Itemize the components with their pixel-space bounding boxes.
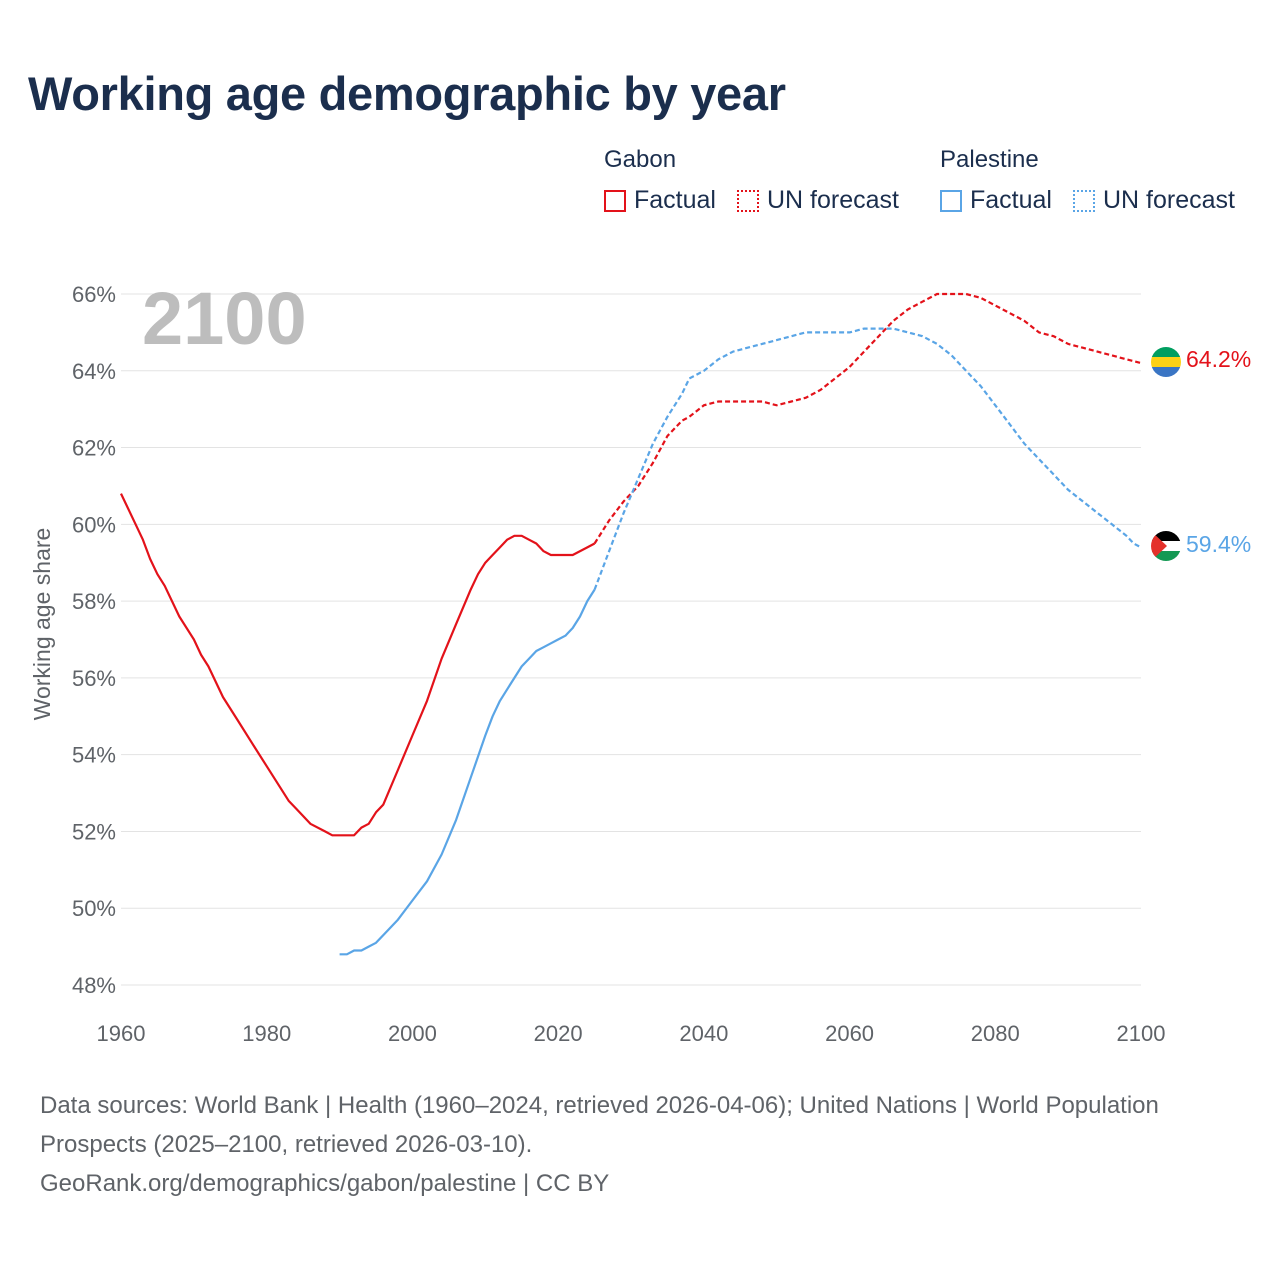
page-title: Working age demographic by year [28, 67, 786, 120]
legend-palestine-factual[interactable]: Factual [940, 186, 1052, 215]
y-tick-label: 58% [72, 589, 116, 614]
end-label-gabon: 64.2% [1186, 346, 1251, 372]
x-tick-label: 2060 [825, 1021, 874, 1046]
y-tick-label: 52% [72, 819, 116, 844]
legend-label: Factual [970, 186, 1052, 214]
x-tick-label: 2100 [1117, 1021, 1166, 1046]
legend-dotted-swatch-icon [1073, 189, 1095, 212]
legend-gabon-forecast[interactable]: UN forecast [737, 186, 899, 215]
legend-gabon-factual[interactable]: Factual [604, 186, 716, 215]
y-tick-label: 64% [72, 359, 116, 384]
line-chart: 48% 50% 52% 54% 56% 58% 60% 62% 64% 66% 1960 1980 2… [29, 277, 1251, 1046]
year-label: 2100 [142, 277, 307, 360]
legend-label: Factual [634, 186, 716, 214]
source-link[interactable]: GeoRank.org/demographics/gabon/palestine… [40, 1170, 610, 1197]
legend-dotted-swatch-icon [737, 189, 759, 212]
source-line: Data sources: World Bank | Health (1960–… [40, 1092, 1159, 1158]
palestine-factual-line [339, 589, 596, 956]
legend-solid-swatch-icon [604, 189, 626, 212]
gabon-forecast-line [593, 292, 1142, 545]
y-tick-label: 48% [72, 973, 116, 998]
legend-group-palestine: Palestine [940, 146, 1039, 173]
y-tick-label: 50% [72, 896, 116, 921]
palestine-forecast-line [593, 327, 1142, 590]
y-axis-ticks: 48% 50% 52% 54% 56% 58% 60% 62% 64% 66% [72, 282, 116, 998]
gabon-flag-icon [1151, 347, 1181, 377]
y-tick-label: 62% [72, 436, 116, 461]
data-source-note: Data sources: World Bank | Health (1960–… [40, 1086, 1160, 1203]
grid-lines [121, 293, 1141, 986]
y-axis-label: Working age share [29, 528, 55, 721]
x-tick-label: 2080 [971, 1021, 1020, 1046]
y-tick-label: 54% [72, 743, 116, 768]
x-tick-label: 2040 [679, 1021, 728, 1046]
legend-palestine-forecast[interactable]: UN forecast [1073, 186, 1235, 215]
y-tick-label: 56% [72, 666, 116, 691]
x-tick-label: 2000 [388, 1021, 437, 1046]
x-tick-label: 1980 [242, 1021, 291, 1046]
legend-solid-swatch-icon [940, 189, 962, 212]
series-lines [120, 292, 1142, 956]
x-tick-label: 1960 [97, 1021, 146, 1046]
legend-group-gabon: Gabon [604, 146, 677, 173]
y-tick-label: 66% [72, 282, 116, 307]
legend-label: UN forecast [767, 186, 899, 214]
palestine-flag-icon [1151, 531, 1181, 561]
legend-label: UN forecast [1103, 186, 1235, 214]
y-tick-label: 60% [72, 512, 116, 537]
x-axis-ticks: 1960 1980 2000 2020 2040 2060 2080 2100 [97, 1021, 1166, 1046]
end-label-palestine: 59.4% [1186, 531, 1251, 557]
gabon-factual-line [120, 493, 596, 837]
x-tick-label: 2020 [534, 1021, 583, 1046]
